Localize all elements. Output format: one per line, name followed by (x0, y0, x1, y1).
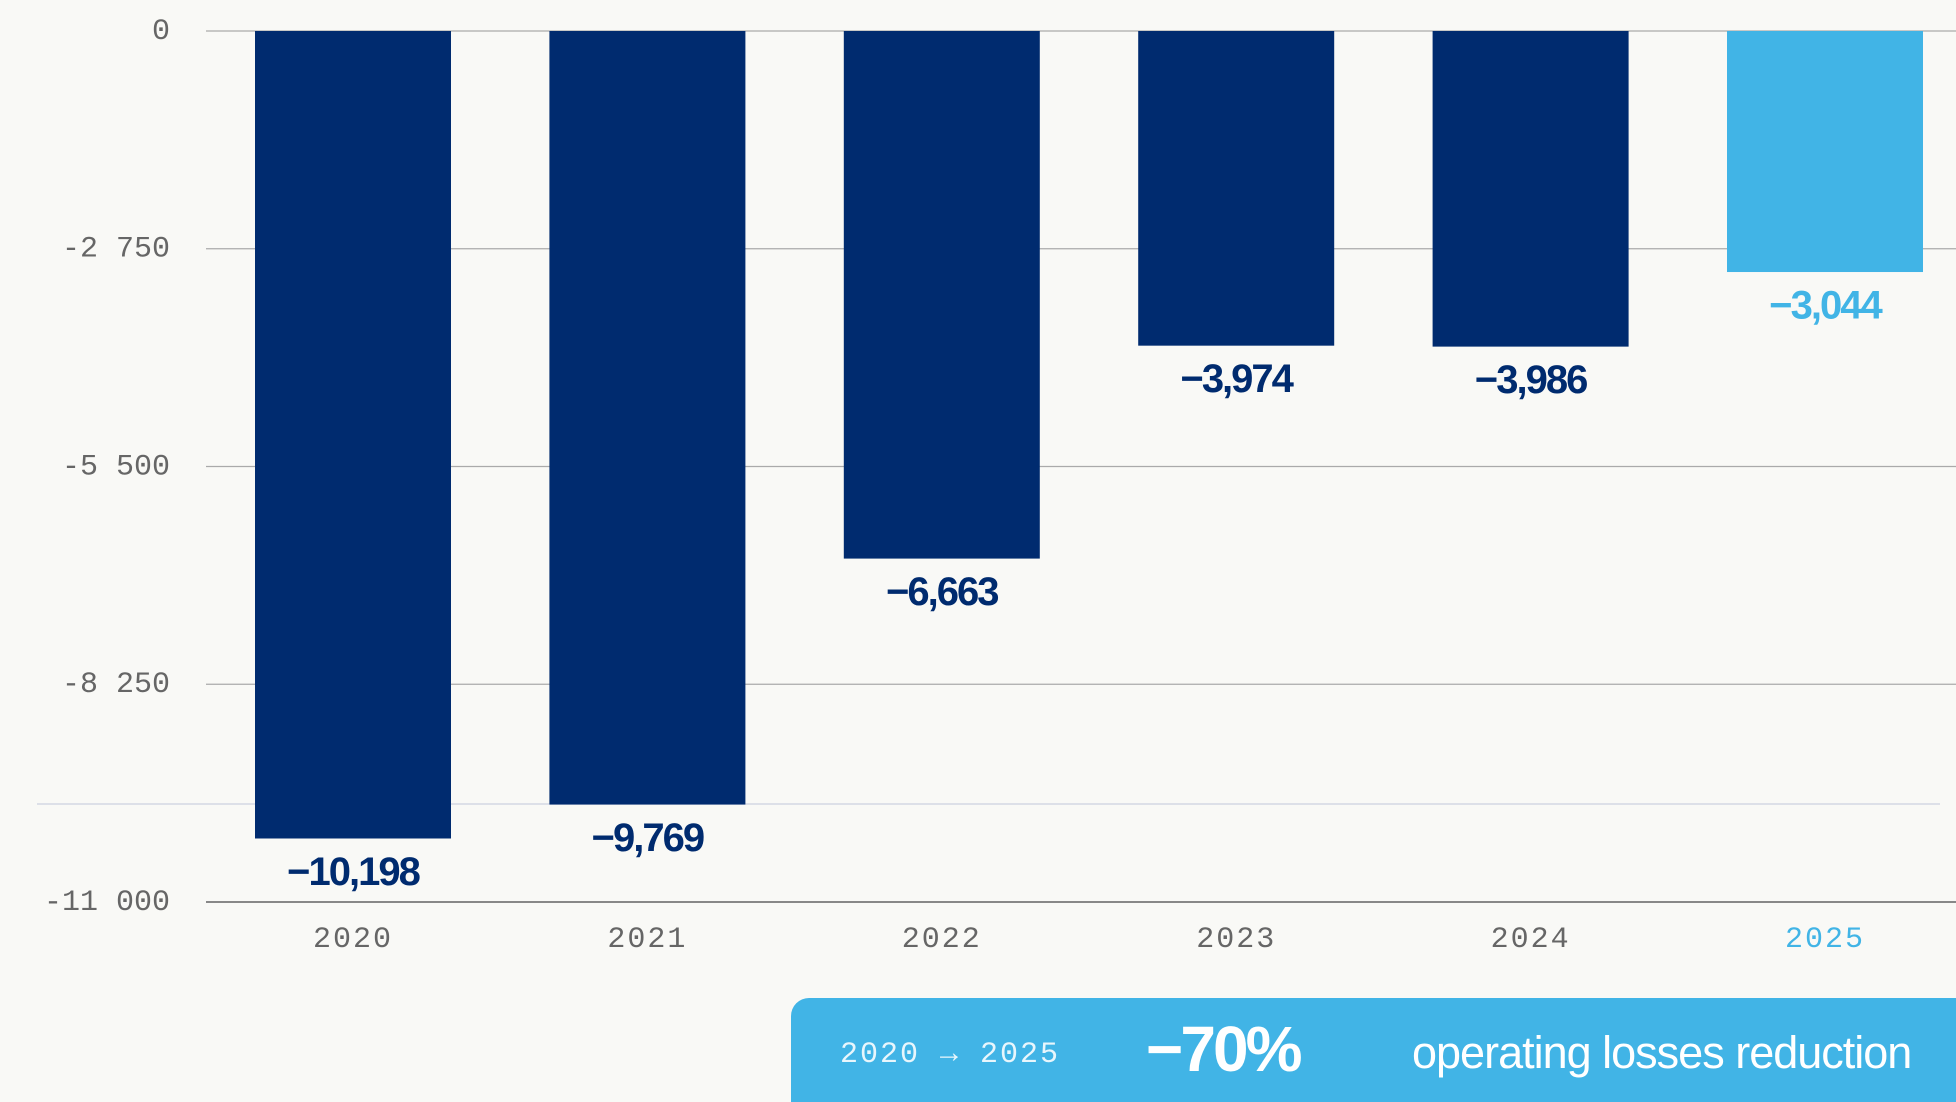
bar (255, 31, 451, 839)
value-label: −6,663 (886, 570, 998, 614)
y-tick-label: -5 500 (62, 450, 170, 484)
x-tick-label: 2021 (607, 923, 687, 957)
y-tick-label: 0 (152, 15, 170, 49)
value-label: −3,986 (1475, 358, 1587, 402)
banner-value: −70% (1146, 1013, 1302, 1085)
value-label: −10,198 (287, 850, 420, 894)
bar (1138, 31, 1335, 346)
bar (549, 31, 746, 805)
plot: 0 -2 750 -5 500 -8 250 -11 000 −10,198 2020 −9,… (44, 15, 1956, 957)
value-label: −3,044 (1769, 284, 1883, 328)
y-tick-label: -11 000 (44, 886, 170, 920)
banner-text: operating losses reduction (1412, 1027, 1911, 1078)
x-tick-label: 2022 (902, 923, 982, 957)
y-tick-label: -2 750 (62, 233, 170, 267)
bar (843, 31, 1040, 559)
value-label: −3,974 (1180, 357, 1294, 401)
summary-banner (791, 998, 1956, 1102)
y-tick-label: -8 250 (62, 668, 170, 702)
banner-period: 2020 → 2025 (840, 1038, 1060, 1072)
x-tick-label: 2020 (313, 923, 393, 957)
x-tick-label: 2023 (1196, 923, 1276, 957)
x-tick-label: 2025 (1785, 923, 1865, 957)
bar (1727, 31, 1923, 273)
bar (1432, 31, 1629, 347)
value-label: −9,769 (592, 816, 704, 860)
x-tick-label: 2024 (1491, 923, 1571, 957)
